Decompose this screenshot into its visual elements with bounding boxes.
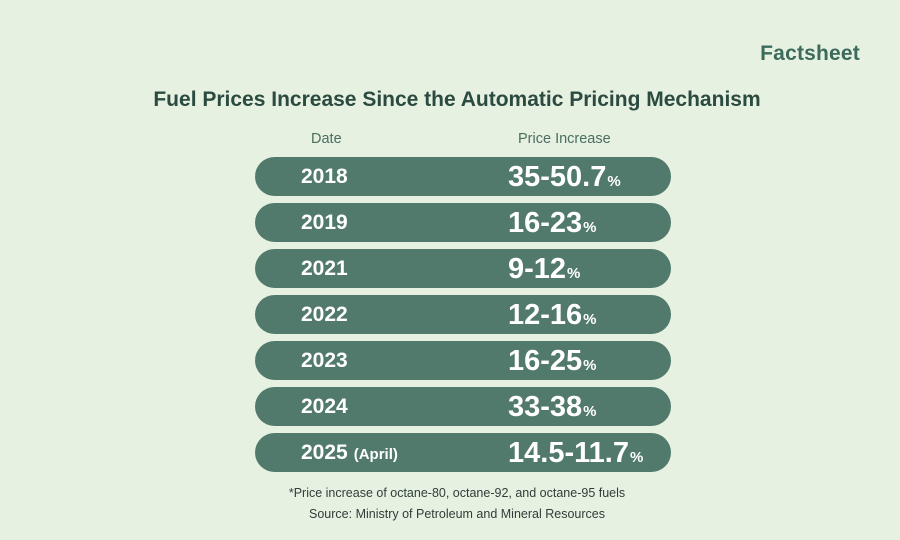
table-row: 2022 12-16% [255,295,671,334]
year-label: 2025 (April) [301,441,398,464]
price-increase-value: 16-23% [508,207,597,239]
table-row: 2024 33-38% [255,387,671,426]
table-row: 2025 (April) 14.5-11.7% [255,433,671,472]
price-increase-value: 12-16% [508,299,597,331]
brand-label: Factsheet [760,42,860,65]
price-increase-value: 14.5-11.7% [508,437,644,469]
table-row: 2023 16-25% [255,341,671,380]
year-label: 2021 [301,257,348,280]
table-row: 2019 16-23% [255,203,671,242]
year-label: 2024 [301,395,348,418]
chart-title: Fuel Prices Increase Since the Automatic… [153,88,761,111]
year-label: 2019 [301,211,348,234]
price-increase-value: 35-50.7% [508,161,621,193]
column-header-date: Date [311,131,342,147]
year-label: 2023 [301,349,348,372]
table-row: 2021 9-12% [255,249,671,288]
year-label: 2018 [301,165,348,188]
price-increase-value: 16-25% [508,345,597,377]
year-label: 2022 [301,303,348,326]
price-increase-value: 33-38% [508,391,597,423]
table-row: 2018 35-50.7% [255,157,671,196]
footnote: *Price increase of octane-80, octane-92,… [288,486,626,500]
year-note: (April) [353,446,398,463]
source-note: Source: Ministry of Petroleum and Minera… [309,507,605,521]
column-header-price-increase: Price Increase [518,131,611,147]
price-increase-value: 9-12% [508,253,581,285]
